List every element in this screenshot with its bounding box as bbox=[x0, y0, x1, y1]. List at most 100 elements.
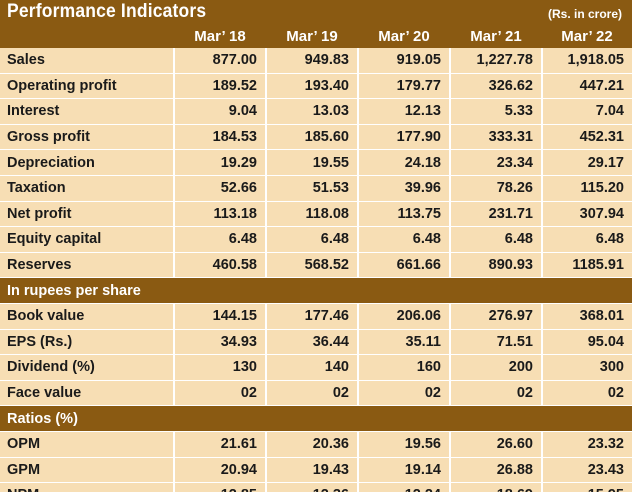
table-cell: 20.36 bbox=[266, 431, 359, 458]
table-cell: 23.43 bbox=[542, 457, 632, 484]
table-cell: 177.46 bbox=[266, 303, 359, 330]
table-cell: 307.94 bbox=[542, 201, 632, 228]
table-cell: 206.06 bbox=[358, 303, 451, 330]
row-label: Sales bbox=[0, 48, 175, 74]
table-cell: 12.36 bbox=[266, 482, 359, 492]
row-label: Equity capital bbox=[0, 226, 175, 253]
table-cell: 23.34 bbox=[450, 149, 543, 176]
row-label: Net profit bbox=[0, 201, 175, 228]
table-cell: 115.20 bbox=[542, 175, 632, 202]
table-cell: 9.04 bbox=[174, 98, 267, 125]
table-cell: 184.53 bbox=[174, 124, 267, 151]
table-cell: 19.55 bbox=[266, 149, 359, 176]
table-cell: 6.48 bbox=[358, 226, 451, 253]
table-title: Performance Indicators bbox=[7, 1, 207, 22]
table-cell: 29.17 bbox=[542, 149, 632, 176]
unit-note: (Rs. in crore) bbox=[547, 7, 622, 21]
table-cell: 1185.91 bbox=[542, 252, 632, 279]
table-cell: 1,227.78 bbox=[450, 48, 543, 74]
table-row: Sales 877.00 949.83 919.05 1,227.78 1,918.05 bbox=[0, 48, 632, 74]
column-header-row: Mar’ 18 Mar’ 19 Mar’ 20 Mar’ 21 Mar’ 22 bbox=[0, 26, 632, 48]
table-cell: 71.51 bbox=[450, 329, 543, 356]
table-row: Taxation 52.66 51.53 39.96 78.26 115.20 bbox=[0, 175, 632, 202]
table-cell: 12.85 bbox=[174, 482, 267, 492]
table-cell: 34.93 bbox=[174, 329, 267, 356]
table-cell: 144.15 bbox=[174, 303, 267, 330]
row-label: OPM bbox=[0, 431, 175, 458]
table-cell: 6.48 bbox=[450, 226, 543, 253]
table-cell: 452.31 bbox=[542, 124, 632, 151]
table-cell: 02 bbox=[266, 380, 359, 407]
table-cell: 568.52 bbox=[266, 252, 359, 279]
table-body: Sales 877.00 949.83 919.05 1,227.78 1,918.05 O… bbox=[0, 48, 632, 492]
table-cell: 949.83 bbox=[266, 48, 359, 74]
row-label: Taxation bbox=[0, 175, 175, 202]
row-label: Interest bbox=[0, 98, 175, 125]
table-cell: 12.24 bbox=[358, 482, 451, 492]
table-cell: 19.29 bbox=[174, 149, 267, 176]
table-cell: 231.71 bbox=[450, 201, 543, 228]
title-bar: Performance Indicators (Rs. in crore) bbox=[0, 0, 632, 26]
table-cell: 12.13 bbox=[358, 98, 451, 125]
table-cell: 20.94 bbox=[174, 457, 267, 484]
table-row: GPM 20.94 19.43 19.14 26.88 23.43 bbox=[0, 457, 632, 484]
table-cell: 51.53 bbox=[266, 175, 359, 202]
table-cell: 140 bbox=[266, 354, 359, 381]
table-cell: 23.32 bbox=[542, 431, 632, 458]
table-cell: 333.31 bbox=[450, 124, 543, 151]
table-cell: 02 bbox=[542, 380, 632, 407]
table-cell: 189.52 bbox=[174, 73, 267, 100]
table-cell: 113.18 bbox=[174, 201, 267, 228]
table-cell: 276.97 bbox=[450, 303, 543, 330]
table-cell: 118.08 bbox=[266, 201, 359, 228]
table-cell: 113.75 bbox=[358, 201, 451, 228]
row-label: Depreciation bbox=[0, 149, 175, 176]
table-cell: 52.66 bbox=[174, 175, 267, 202]
column-header: Mar’ 22 bbox=[561, 28, 613, 45]
table-row: Book value 144.15 177.46 206.06 276.97 368.01 bbox=[0, 303, 632, 330]
table-cell: 447.21 bbox=[542, 73, 632, 100]
row-label: Dividend (%) bbox=[0, 354, 175, 381]
row-label: EPS (Rs.) bbox=[0, 329, 175, 356]
table-cell: 300 bbox=[542, 354, 632, 381]
table-cell: 02 bbox=[358, 380, 451, 407]
table-cell: 6.48 bbox=[174, 226, 267, 253]
column-header: Mar’ 21 bbox=[470, 28, 522, 45]
section-label: Ratios (%) bbox=[0, 405, 632, 432]
row-label: Book value bbox=[0, 303, 175, 330]
table-cell: 160 bbox=[358, 354, 451, 381]
table-row: EPS (Rs.) 34.93 36.44 35.11 71.51 95.04 bbox=[0, 329, 632, 356]
table-cell: 19.43 bbox=[266, 457, 359, 484]
table-cell: 36.44 bbox=[266, 329, 359, 356]
row-label: NPM bbox=[0, 482, 175, 492]
table-row: Face value 02 02 02 02 02 bbox=[0, 380, 632, 407]
table-cell: 6.48 bbox=[542, 226, 632, 253]
table-row: Gross profit 184.53 185.60 177.90 333.31 452.… bbox=[0, 124, 632, 151]
section-label: In rupees per share bbox=[0, 277, 632, 304]
table-cell: 193.40 bbox=[266, 73, 359, 100]
table-cell: 02 bbox=[450, 380, 543, 407]
table-cell: 200 bbox=[450, 354, 543, 381]
table-cell: 6.48 bbox=[266, 226, 359, 253]
table-cell: 95.04 bbox=[542, 329, 632, 356]
table-cell: 19.14 bbox=[358, 457, 451, 484]
table-row: Equity capital 6.48 6.48 6.48 6.48 6.48 bbox=[0, 226, 632, 253]
table-row: Operating profit 189.52 193.40 179.77 326.62… bbox=[0, 73, 632, 100]
table-cell: 326.62 bbox=[450, 73, 543, 100]
table-row: Reserves 460.58 568.52 661.66 890.93 1185.91 bbox=[0, 252, 632, 279]
row-label: Reserves bbox=[0, 252, 175, 279]
table-cell: 661.66 bbox=[358, 252, 451, 279]
table-cell: 39.96 bbox=[358, 175, 451, 202]
table-row: Dividend (%) 130 140 160 200 300 bbox=[0, 354, 632, 381]
table-cell: 177.90 bbox=[358, 124, 451, 151]
indicators-table: Sales 877.00 949.83 919.05 1,227.78 1,918.05 O… bbox=[0, 48, 632, 492]
table-cell: 19.56 bbox=[358, 431, 451, 458]
table-row: Net profit 113.18 118.08 113.75 231.71 307.94 bbox=[0, 201, 632, 228]
row-label: GPM bbox=[0, 457, 175, 484]
table-cell: 890.93 bbox=[450, 252, 543, 279]
table-cell: 5.33 bbox=[450, 98, 543, 125]
section-header-row: In rupees per share bbox=[0, 277, 632, 304]
table-cell: 13.03 bbox=[266, 98, 359, 125]
table-row: Interest 9.04 13.03 12.13 5.33 7.04 bbox=[0, 98, 632, 125]
table-cell: 24.18 bbox=[358, 149, 451, 176]
